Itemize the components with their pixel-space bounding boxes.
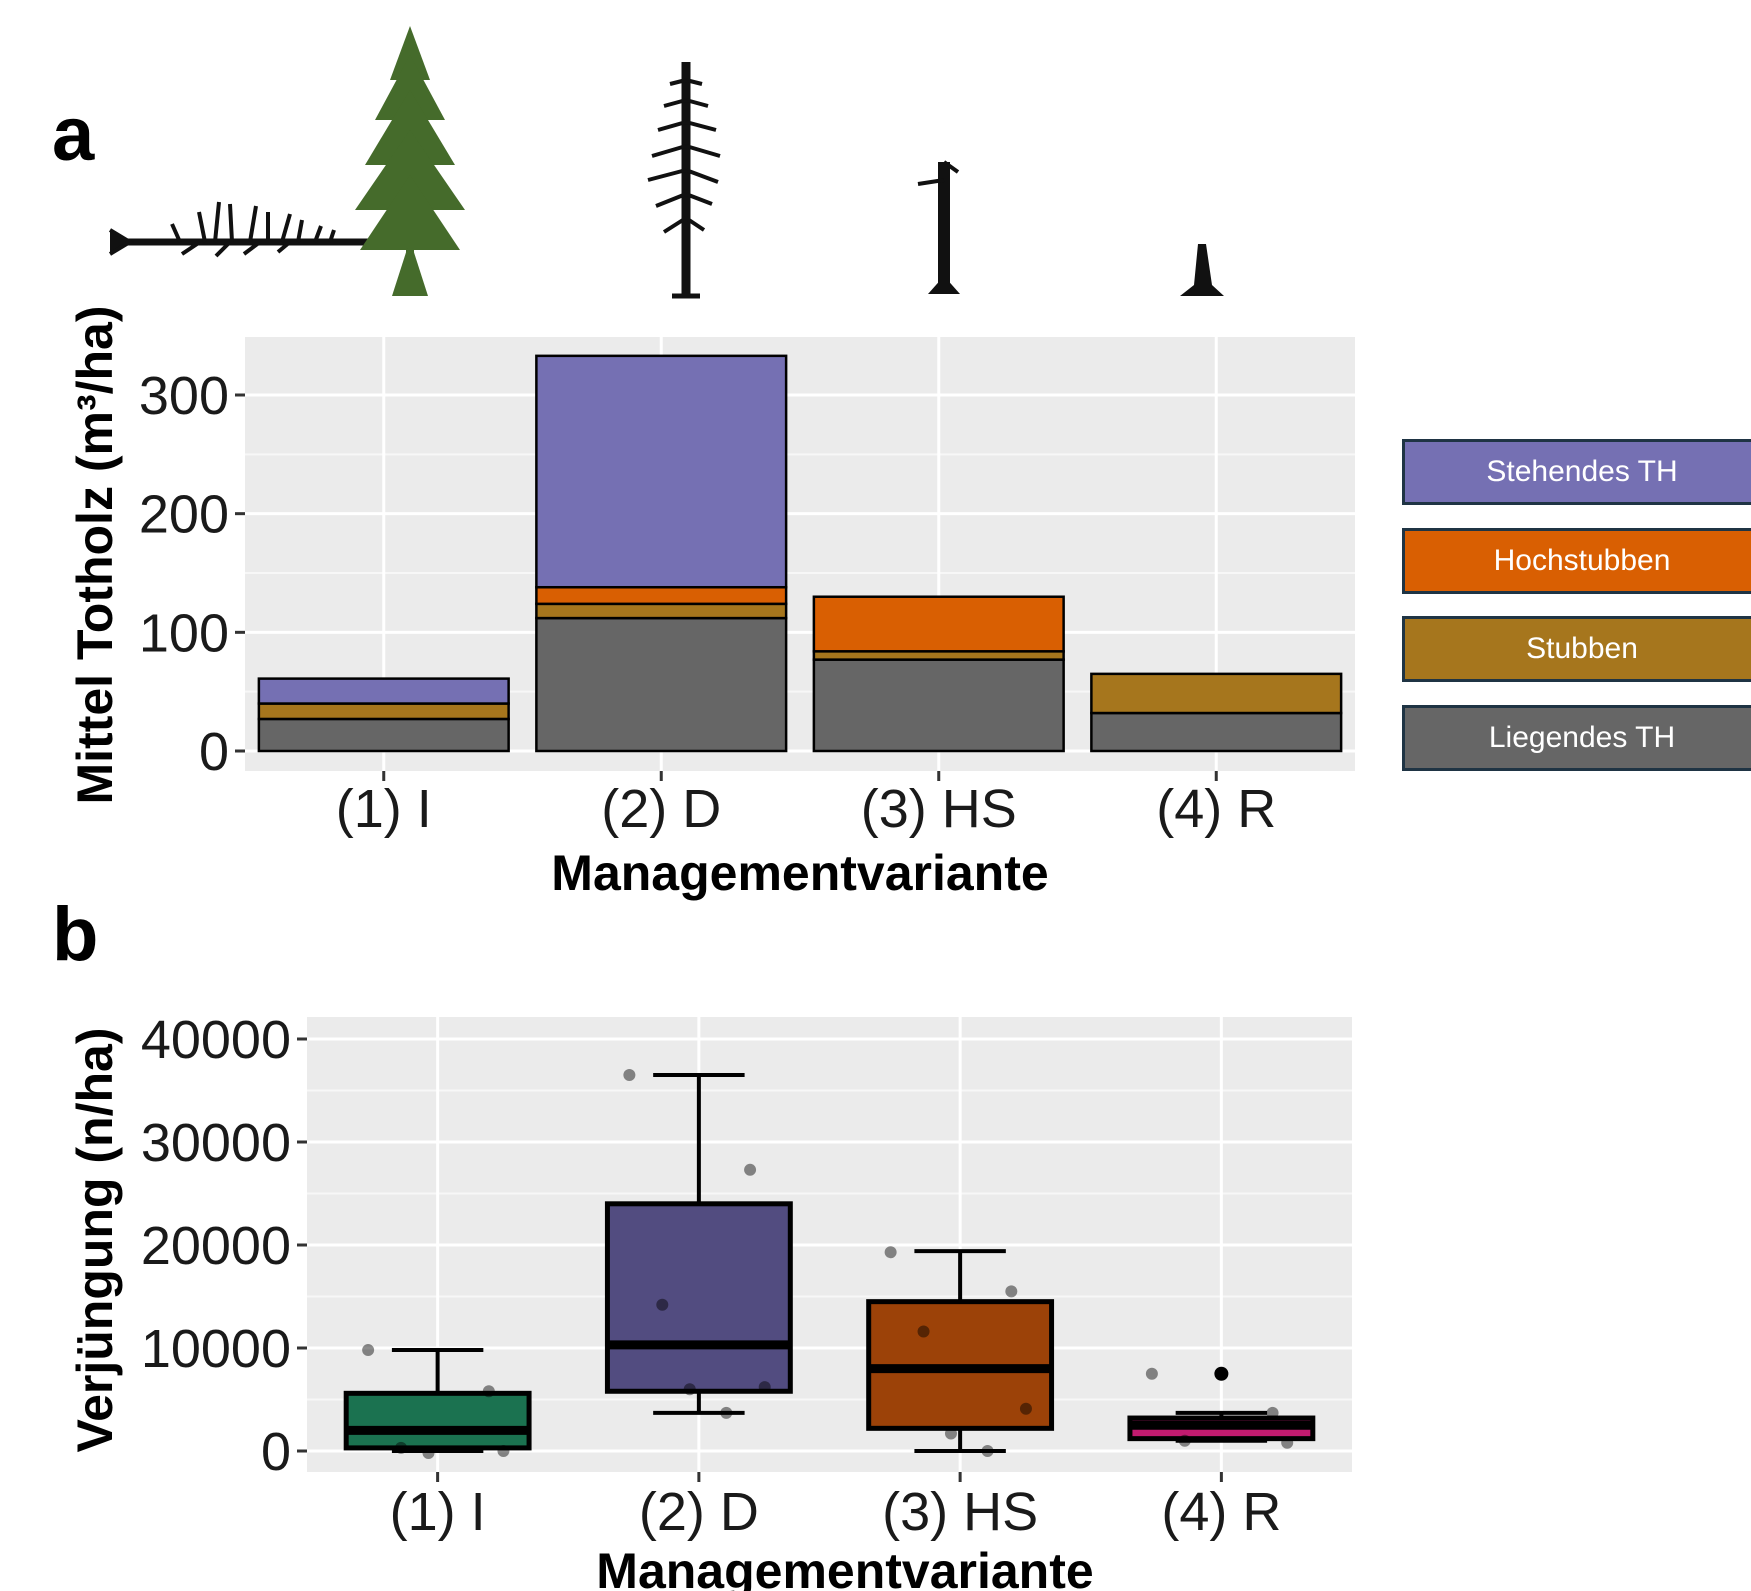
legend-item-stehendes-th: Stehendes TH	[1402, 439, 1751, 505]
box	[343, 1390, 532, 1451]
legend-item-hochstubben: Hochstubben	[1402, 528, 1751, 594]
x-ticks-a: (1) I (2) D (3) HS (4) R	[336, 771, 1276, 839]
y-tick-label: 30000	[141, 1113, 291, 1173]
data-point	[1266, 1406, 1279, 1419]
bar-segment	[1090, 711, 1343, 753]
high-stump-icon	[917, 160, 960, 294]
legend-label: Hochstubben	[1493, 544, 1671, 577]
bar-segment	[1090, 672, 1343, 715]
bar-segment	[535, 354, 788, 589]
outlier-point	[1214, 1366, 1229, 1381]
data-point	[758, 1381, 771, 1394]
bars-a	[257, 354, 1343, 753]
data-point	[1178, 1434, 1191, 1447]
fallen-tree-icon	[108, 201, 368, 258]
x-axis-title-a: Managementvariante	[551, 845, 1048, 901]
bar-segment	[257, 717, 510, 753]
bar-segment	[257, 677, 510, 705]
bar-segment	[535, 585, 788, 606]
y-tick-label: 0	[261, 1422, 291, 1482]
boxes-b	[343, 1069, 1316, 1460]
data-point	[1281, 1436, 1294, 1449]
data-point	[1145, 1367, 1158, 1380]
legend-label: Stubben	[1526, 632, 1638, 665]
y-ticks-b: 0 10000 20000 30000 40000	[141, 1010, 307, 1482]
bar-segment	[812, 658, 1065, 753]
y-tick-label: 300	[139, 366, 229, 426]
x-tick-label: (4) R	[1156, 779, 1276, 839]
panel-a-label: a	[52, 92, 95, 177]
data-point	[623, 1069, 636, 1082]
legend-label: Liegendes TH	[1488, 721, 1676, 754]
data-point	[395, 1441, 408, 1454]
data-point	[683, 1383, 696, 1396]
bar-segment	[257, 702, 510, 721]
x-tick-label: (3) HS	[861, 779, 1017, 839]
x-tick-label: (3) HS	[882, 1482, 1038, 1542]
legend-item-liegendes-th: Liegendes TH	[1402, 705, 1751, 771]
dead-standing-tree-icon	[647, 62, 721, 299]
data-point	[720, 1406, 733, 1419]
data-point	[744, 1163, 757, 1176]
x-ticks-b: (1) I (2) D (3) HS (4) R	[390, 1472, 1281, 1542]
legend-label: Stehendes TH	[1486, 455, 1678, 488]
data-point	[917, 1325, 930, 1338]
stump-icon	[1180, 244, 1224, 296]
x-axis-title-b: Managementvariante	[596, 1543, 1093, 1591]
x-tick-label: (1) I	[390, 1482, 486, 1542]
legend-item-stubben: Stubben	[1402, 616, 1751, 682]
y-tick-label: 200	[139, 485, 229, 545]
x-tick-label: (4) R	[1161, 1482, 1281, 1542]
y-axis-title-b: Verjüngung (n/ha)	[67, 1028, 123, 1453]
regeneration-box-plot: 0 10000 20000 30000 40000 (1) I (2) D (3) HS (4…	[67, 1010, 1352, 1591]
y-tick-label: 0	[199, 722, 229, 782]
data-point	[362, 1344, 375, 1357]
living-spruce-icon	[355, 26, 465, 296]
y-tick-label: 20000	[141, 1216, 291, 1276]
data-point	[656, 1298, 669, 1311]
y-tick-label: 40000	[141, 1010, 291, 1070]
data-point	[944, 1427, 957, 1440]
y-ticks-a: 0 100 200 300	[139, 366, 245, 782]
bar-segment	[535, 602, 788, 620]
box	[604, 1201, 793, 1394]
data-point	[1019, 1402, 1032, 1415]
y-axis-title-a: Mittel Totholz (m³/ha)	[67, 306, 123, 805]
data-point	[497, 1445, 510, 1457]
bar-segment	[535, 616, 788, 753]
data-point	[884, 1246, 897, 1259]
data-point	[981, 1445, 994, 1457]
panel-b-label: b	[52, 892, 98, 977]
x-tick-label: (2) D	[639, 1482, 759, 1542]
x-tick-label: (2) D	[601, 779, 721, 839]
data-point	[482, 1385, 495, 1398]
data-point	[422, 1447, 435, 1460]
bar-segment	[812, 595, 1065, 653]
x-tick-label: (1) I	[336, 779, 432, 839]
data-point	[1005, 1285, 1018, 1298]
y-tick-label: 100	[139, 603, 229, 663]
deadwood-stacked-bar-chart: 0 100 200 300 (1) I (2) D (3) HS (4) R Managem…	[67, 306, 1355, 901]
y-tick-label: 10000	[141, 1319, 291, 1379]
